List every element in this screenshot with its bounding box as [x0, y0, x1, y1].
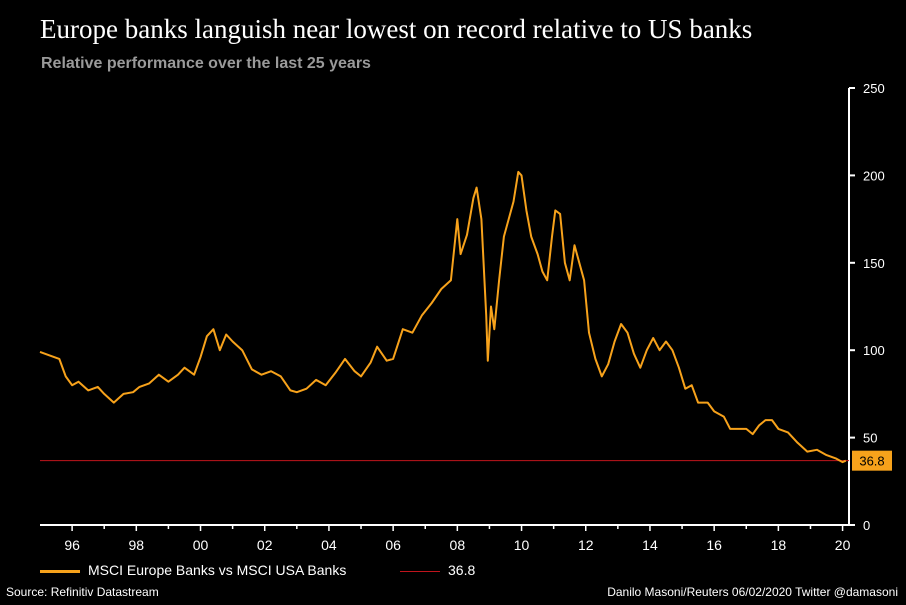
x-tick-label: 04 — [321, 537, 337, 553]
y-tick-label: 50 — [863, 431, 877, 446]
legend-series: MSCI Europe Banks vs MSCI USA Banks — [40, 562, 346, 578]
x-tick-label: 96 — [64, 537, 80, 553]
x-tick-label: 00 — [193, 537, 209, 553]
end-value-box — [852, 450, 892, 471]
end-value-label: 36.8 — [859, 454, 884, 469]
x-tick-label: 20 — [835, 537, 851, 553]
y-tick-label: 150 — [863, 256, 885, 271]
y-tick-label: 100 — [863, 343, 885, 358]
x-tick-label: 14 — [642, 537, 658, 553]
legend-series-swatch — [40, 569, 80, 573]
legend-reference-label: 36.8 — [448, 562, 476, 578]
plot-area: 0 50 100 150 200 250 96 98 00 02 04 06 08 10 12 14 16 18 2… — [39, 81, 892, 553]
x-tick-label: 12 — [578, 537, 594, 553]
series-line — [39, 170, 847, 464]
x-tick-label: 08 — [450, 537, 466, 553]
x-tick-label: 10 — [514, 537, 530, 553]
y-tick-label: 0 — [863, 518, 870, 533]
legend-reference: 36.8 — [400, 562, 475, 578]
x-tick-label: 16 — [706, 537, 722, 553]
credit-note: Danilo Masoni/Reuters 06/02/2020 Twitter… — [607, 585, 898, 599]
x-tick-label: 06 — [385, 537, 401, 553]
legend-series-label: MSCI Europe Banks vs MSCI USA Banks — [88, 562, 347, 578]
source-note: Source: Refinitiv Datastream — [6, 585, 159, 599]
chart-subtitle: Relative performance over the last 25 ye… — [41, 55, 371, 72]
y-tick-label: 250 — [863, 81, 885, 96]
x-tick-label: 18 — [771, 537, 787, 553]
x-tick-label: 02 — [257, 537, 273, 553]
y-tick-label: 200 — [863, 168, 885, 183]
x-tick-label: 98 — [129, 537, 145, 553]
legend-reference-swatch — [400, 570, 440, 572]
chart-title: Europe banks languish near lowest on rec… — [40, 14, 753, 44]
